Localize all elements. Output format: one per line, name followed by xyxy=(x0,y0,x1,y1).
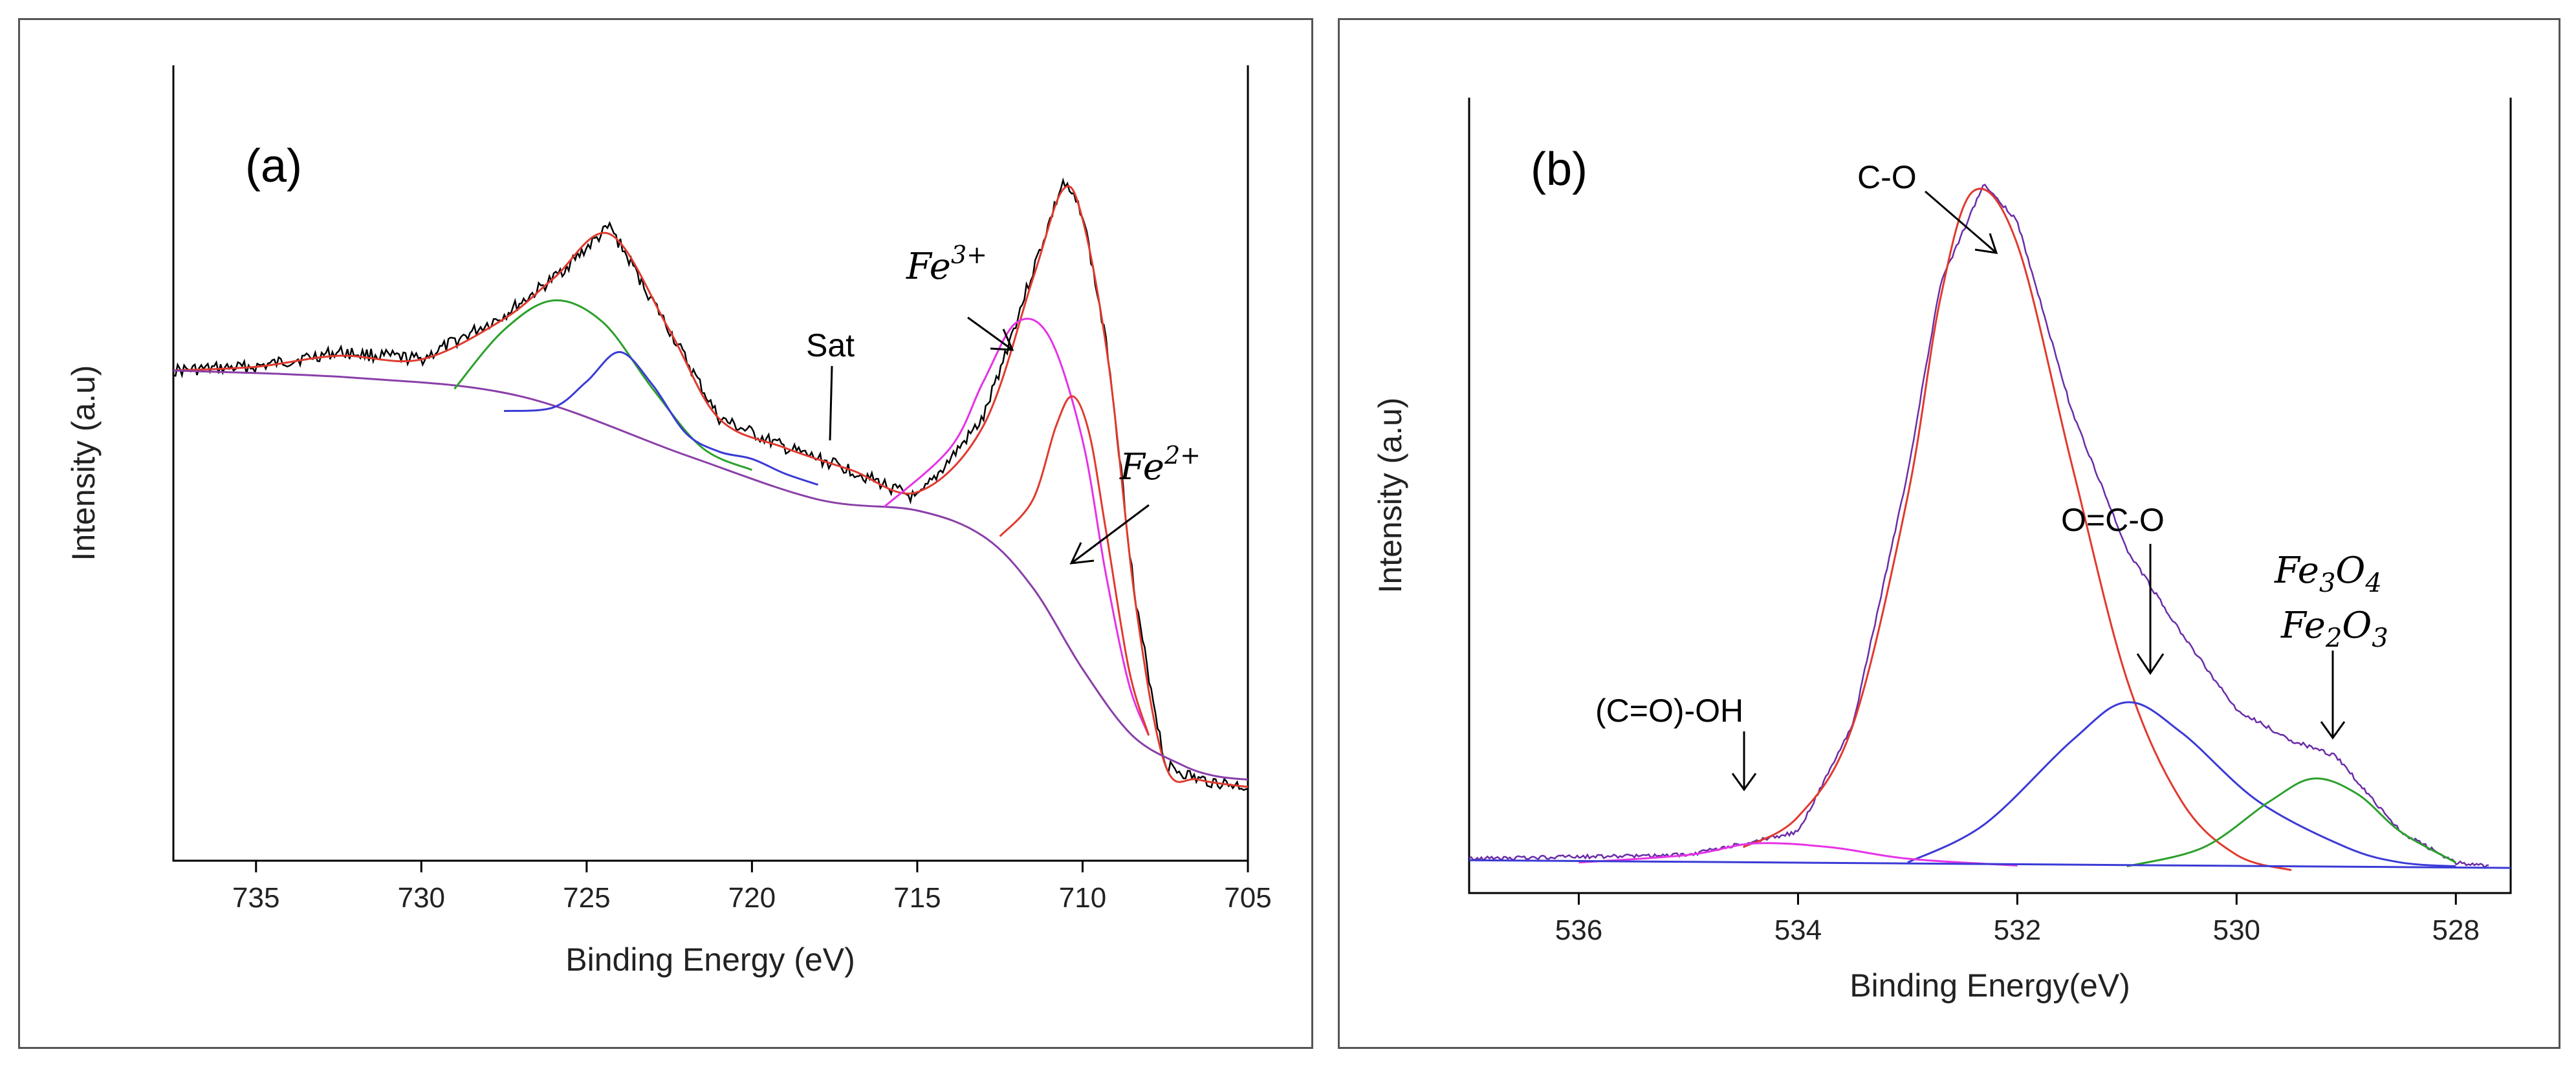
x-tick-label-528: 528 xyxy=(2432,914,2480,946)
axis-frame-a xyxy=(172,65,1249,862)
y-axis-label-b: Intensity (a.u) xyxy=(1372,398,1408,594)
arrow-c-o-head xyxy=(1974,233,1998,254)
annotation-fe3-sup: 3+ xyxy=(951,241,987,269)
series-b-2 xyxy=(1907,701,2456,868)
annotation-c-o-oh: (C=O)-OH xyxy=(1595,693,1743,729)
series-a-5 xyxy=(883,318,1150,736)
series-group-b xyxy=(1468,184,2511,872)
chart-a: 735 730 725 720 715 710 705 (a) Binding Energy… xyxy=(65,65,1272,978)
x-tick-label-705: 705 xyxy=(1224,882,1271,914)
series-b-5 xyxy=(1468,859,2511,869)
arrow-fe2-head xyxy=(1069,542,1095,565)
x-tick-label-536: 536 xyxy=(1555,914,1602,946)
arrow-fe3 xyxy=(967,316,1013,351)
fe3o4-part-fe: Fe xyxy=(2274,550,2319,592)
x-ticks-b: 536 534 532 530 528 xyxy=(1555,893,2480,946)
annotation-o-c-o: O=C-O xyxy=(2061,502,2165,538)
arrow-fe2 xyxy=(1071,504,1150,565)
arrow-o-c-o-head xyxy=(2136,653,2165,675)
arrow-fe3-head xyxy=(990,329,1014,351)
series-a-2 xyxy=(173,369,1249,781)
arrow-fe-oxides-head xyxy=(2320,721,2346,740)
arrow-c-o-oh-head xyxy=(1731,773,1757,792)
series-a-0 xyxy=(173,177,1249,792)
annotation-fe3: Fe3+ xyxy=(906,241,987,288)
fe3o4-part-o: O xyxy=(2335,550,2365,592)
x-tick-label-730: 730 xyxy=(398,882,445,914)
arrow-sat xyxy=(829,365,833,441)
x-ticks-a: 735 730 725 720 715 710 705 xyxy=(232,861,1272,914)
fe2o3-part-fe: Fe xyxy=(2280,605,2326,647)
series-b-3 xyxy=(2126,777,2457,868)
annotation-fe2-base: Fe xyxy=(1119,446,1164,488)
y-axis-label-a: Intensity (a.u) xyxy=(65,365,102,561)
x-tick-label-720: 720 xyxy=(728,882,776,914)
annotation-c-o: C-O xyxy=(1857,159,1917,195)
x-tick-label-530: 530 xyxy=(2213,914,2260,946)
chart-b: 536 534 532 530 528 (b) Binding Energy(eV) I… xyxy=(1372,98,2512,1004)
fe3o4-part-3: 3 xyxy=(2319,568,2335,598)
arrow-c-o xyxy=(1925,190,1997,254)
x-axis-label-a: Binding Energy (eV) xyxy=(565,942,855,978)
series-b-1 xyxy=(1742,188,2292,872)
series-a-4 xyxy=(503,350,819,486)
x-tick-label-710: 710 xyxy=(1059,882,1106,914)
series-a-6 xyxy=(999,395,1150,736)
fe2o3-part-o: O xyxy=(2342,605,2372,647)
x-tick-label-715: 715 xyxy=(893,882,941,914)
series-b-0 xyxy=(1468,184,2489,869)
x-tick-label-735: 735 xyxy=(232,882,279,914)
annotation-fe2-sup: 2+ xyxy=(1164,441,1201,469)
series-a-3 xyxy=(453,299,753,471)
panel-label-b: (b) xyxy=(1531,144,1588,195)
annotation-sat: Sat xyxy=(806,327,855,363)
fe2o3-part-2: 2 xyxy=(2325,623,2342,653)
annotation-fe2: Fe2+ xyxy=(1119,441,1201,488)
panel-label-a: (a) xyxy=(245,140,302,192)
x-axis-label-b: Binding Energy(eV) xyxy=(1850,967,2130,1004)
annotation-fe3-base: Fe xyxy=(906,246,951,288)
series-b-4 xyxy=(1578,842,2018,867)
panel-a: 735 730 725 720 715 710 705 (a) Binding Energy… xyxy=(18,18,1313,1049)
annotation-fe3o4: Fe3O4 xyxy=(2274,550,2382,598)
series-a-1 xyxy=(173,185,1249,788)
fe3o4-part-4: 4 xyxy=(2364,568,2381,598)
axes-b xyxy=(1468,98,2512,894)
axis-frame-b xyxy=(1468,98,2512,894)
panel-b: 536 534 532 530 528 (b) Binding Energy(eV) I… xyxy=(1338,18,2560,1049)
fe2o3-part-3: 3 xyxy=(2372,623,2388,653)
x-tick-label-532: 532 xyxy=(1994,914,2041,946)
annotation-fe2o3: Fe2O3 xyxy=(2280,605,2388,653)
series-group-a xyxy=(173,177,1249,792)
x-tick-label-534: 534 xyxy=(1774,914,1822,946)
x-tick-label-725: 725 xyxy=(563,882,610,914)
axes-a xyxy=(172,65,1249,862)
